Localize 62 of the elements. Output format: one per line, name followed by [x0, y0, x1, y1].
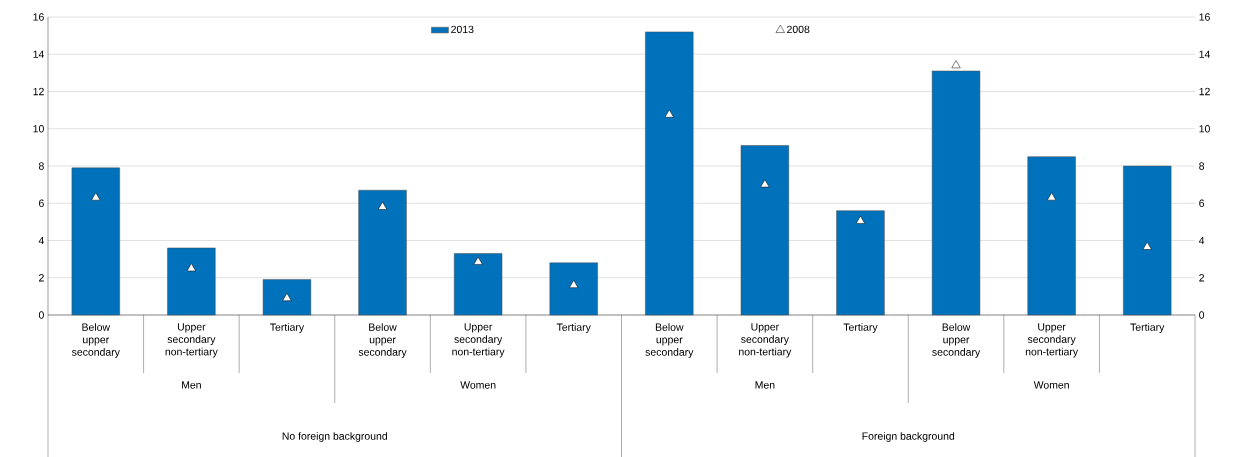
point: [569, 279, 579, 288]
x-tick-label: Tertiary: [843, 323, 878, 333]
y2-tick-label: 6: [1199, 199, 1205, 207]
point: [473, 256, 483, 265]
bar: [1027, 156, 1076, 316]
bar: [931, 70, 981, 316]
legend-label: 2013: [451, 25, 474, 34]
bar: [358, 189, 407, 316]
y2-tick-label: 16: [1199, 13, 1210, 21]
point: [186, 263, 196, 272]
y-tick-label: 16: [33, 13, 44, 21]
y-tick-label: 4: [38, 236, 44, 245]
y2-tick-label: 14: [1199, 50, 1211, 58]
y-tick-label: 14: [33, 50, 44, 58]
bar: [453, 253, 503, 316]
y-tick-label: 10: [33, 125, 44, 133]
legend-label: 2008: [787, 25, 810, 34]
bar: [740, 145, 790, 316]
y2-tick-label: 10: [1199, 125, 1210, 133]
bar: [71, 167, 120, 316]
point: [951, 60, 961, 69]
bar: [645, 31, 694, 316]
x-tick-label: Upper secondary non-tertiary: [165, 323, 218, 358]
y-tick-label: 12: [33, 87, 44, 96]
text: No foreign background: [282, 432, 387, 442]
y-tick-label: 6: [39, 199, 44, 207]
bar: [1123, 165, 1172, 316]
x-tick-label: Tertiary: [1130, 323, 1165, 333]
x-tick-label: Upper secondary non-tertiary: [739, 323, 792, 358]
x-tick-label: Below upper secondary: [358, 323, 407, 358]
x-tick-label: Upper secondary non-tertiary: [452, 323, 505, 358]
x-tick-label: Tertiary: [270, 323, 305, 333]
y-tick-label: 0: [38, 311, 44, 319]
bar: [167, 247, 216, 316]
bar: [262, 279, 312, 316]
text: Women: [1033, 381, 1069, 389]
point: [91, 192, 101, 201]
x-tick-label: Below upper secondary: [71, 323, 120, 358]
x-tick-label: Below upper secondary: [932, 323, 981, 358]
point: [855, 215, 866, 224]
y2-tick-label: 2: [1199, 274, 1204, 282]
point: [377, 201, 388, 210]
bar: [836, 210, 885, 316]
y2-tick-label: 8: [1199, 162, 1205, 170]
point: [760, 179, 770, 188]
y2-tick-label: 12: [1199, 87, 1210, 96]
x-tick-label: Upper secondary non-tertiary: [1025, 323, 1079, 358]
y2-tick-label: 4: [1198, 236, 1205, 245]
text: Men: [182, 381, 201, 389]
x-tick-label: Tertiary: [556, 323, 591, 333]
text: Foreign background: [862, 432, 955, 442]
text: Men: [755, 381, 775, 389]
point: [282, 293, 292, 301]
bar: [549, 262, 598, 316]
text: Women: [460, 381, 496, 389]
y-tick-label: 8: [38, 162, 44, 170]
y-tick-label: 2: [39, 274, 44, 282]
point: [1142, 241, 1152, 250]
point: [664, 109, 674, 118]
x-tick-label: Below upper secondary: [645, 323, 694, 358]
y2-tick-label: 0: [1199, 311, 1205, 319]
point: [1047, 192, 1057, 201]
